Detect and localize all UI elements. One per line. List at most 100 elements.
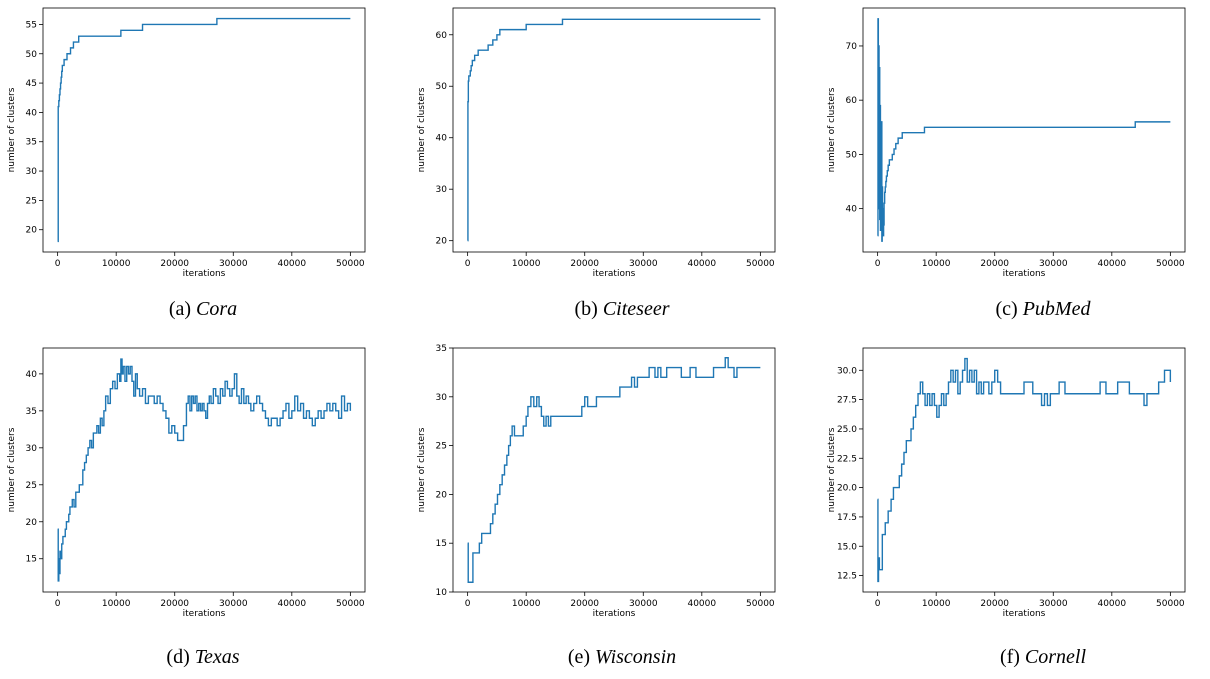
y-tick-label: 60 <box>846 96 858 106</box>
y-tick-label: 30 <box>26 167 38 177</box>
caption-label: (b) <box>574 298 598 320</box>
series-line <box>877 18 1171 242</box>
x-tick-label: 10000 <box>512 259 541 269</box>
x-tick-label: 50000 <box>336 599 365 609</box>
x-tick-label: 20000 <box>160 259 189 269</box>
caption-name: Cornell <box>1024 646 1087 668</box>
series-line <box>467 357 761 583</box>
y-tick-label: 55 <box>26 20 37 30</box>
x-tick-label: 0 <box>55 259 61 269</box>
x-axis-label: iterations <box>1003 609 1046 619</box>
y-tick-label: 50 <box>846 150 858 160</box>
caption-label: (a) <box>168 298 192 320</box>
panel-cora: 0 10000 20000 30000 40000 50000 20 25 30 35 40 45 50… <box>0 0 390 300</box>
y-tick-label: 20.0 <box>837 484 857 494</box>
x-tick-label: 40000 <box>687 259 716 269</box>
panel-cornell: 0 10000 20000 30000 40000 50000 12.5 15.0 17.5 20… <box>820 340 1210 640</box>
series-line <box>57 358 352 582</box>
y-tick-label: 27.5 <box>837 396 857 406</box>
x-tick-label: 30000 <box>219 599 248 609</box>
y-tick-label: 15 <box>436 539 447 549</box>
y-tick-label: 12.5 <box>837 572 857 582</box>
plot-frame <box>42 347 366 593</box>
plot-frame <box>452 347 776 593</box>
panel-pubmed: 0 10000 20000 30000 40000 50000 40 50 60 70 iterat… <box>820 0 1210 300</box>
x-tick-label: 50000 <box>746 599 775 609</box>
y-axis-label: number of clusters <box>7 87 17 172</box>
caption-cornell: (f) Cornell <box>843 646 1210 669</box>
x-tick-label: 20000 <box>160 599 189 609</box>
x-tick-label: 30000 <box>219 259 248 269</box>
x-tick-label: 40000 <box>1097 259 1126 269</box>
x-tick-label: 0 <box>55 599 61 609</box>
caption-name: Cora <box>196 298 238 320</box>
x-axis-label: iterations <box>593 609 636 619</box>
x-tick-label: 40000 <box>687 599 716 609</box>
x-tick-label: 50000 <box>1156 599 1185 609</box>
chart-cora: 0 10000 20000 30000 40000 50000 20 25 30 35 40 45 50… <box>7 7 366 279</box>
y-tick-label: 25.0 <box>837 425 857 435</box>
chart-texas: 0 10000 20000 30000 40000 50000 15 20 25 30 35 40 it… <box>7 347 366 619</box>
plot-frame <box>862 7 1186 253</box>
y-tick-label: 22.5 <box>837 454 857 464</box>
panel-citeseer: 0 10000 20000 30000 40000 50000 20 30 40 50 60 iter… <box>410 0 800 300</box>
x-tick-label: 50000 <box>746 259 775 269</box>
caption-wisconsin: (e) Wisconsin <box>422 646 822 669</box>
x-tick-label: 20000 <box>980 259 1009 269</box>
y-tick-label: 30 <box>436 393 448 403</box>
caption-name: Wisconsin <box>595 646 677 668</box>
plot-frame <box>452 7 776 253</box>
caption-label: (c) <box>995 298 1018 320</box>
caption-label: (e) <box>567 646 591 668</box>
x-tick-label: 40000 <box>277 599 306 609</box>
y-tick-label: 45 <box>26 79 37 89</box>
y-tick-label: 40 <box>846 205 858 215</box>
panel-texas: 0 10000 20000 30000 40000 50000 15 20 25 30 35 40 it… <box>0 340 390 640</box>
y-tick-label: 30 <box>436 185 448 195</box>
x-tick-label: 20000 <box>570 259 599 269</box>
x-tick-label: 50000 <box>336 259 365 269</box>
y-axis-label: number of clusters <box>7 427 17 512</box>
y-tick-label: 20 <box>436 237 448 247</box>
plot-frame <box>42 7 366 253</box>
x-tick-label: 30000 <box>629 259 658 269</box>
y-tick-label: 15 <box>26 555 37 565</box>
y-axis-label: number of clusters <box>417 427 427 512</box>
y-tick-label: 10 <box>436 588 448 598</box>
y-tick-label: 17.5 <box>837 513 857 523</box>
caption-cora: (a) Cora <box>3 298 403 321</box>
y-tick-label: 25 <box>436 442 447 452</box>
x-tick-label: 10000 <box>922 259 951 269</box>
x-tick-label: 30000 <box>1039 259 1068 269</box>
y-tick-label: 25 <box>26 196 37 206</box>
chart-citeseer: 0 10000 20000 30000 40000 50000 20 30 40 50 60 iter… <box>417 7 776 279</box>
y-tick-label: 40 <box>26 370 38 380</box>
x-axis-label: iterations <box>1003 269 1046 279</box>
x-tick-label: 10000 <box>922 599 951 609</box>
x-tick-label: 20000 <box>570 599 599 609</box>
y-axis-label: number of clusters <box>827 427 837 512</box>
y-tick-label: 60 <box>436 31 448 41</box>
caption-citeseer: (b) Citeseer <box>422 298 822 321</box>
chart-pubmed: 0 10000 20000 30000 40000 50000 40 50 60 70 iterat… <box>827 7 1186 279</box>
x-tick-label: 40000 <box>277 259 306 269</box>
caption-name: Texas <box>194 646 240 668</box>
caption-name: Citeseer <box>602 298 670 320</box>
x-tick-label: 10000 <box>512 599 541 609</box>
y-axis-label: number of clusters <box>417 87 427 172</box>
x-tick-label: 30000 <box>629 599 658 609</box>
caption-label: (f) <box>999 646 1020 668</box>
x-tick-label: 0 <box>875 599 881 609</box>
x-tick-label: 0 <box>875 259 881 269</box>
x-axis-label: iterations <box>183 269 226 279</box>
y-tick-label: 35 <box>26 407 37 417</box>
y-tick-label: 35 <box>436 344 447 354</box>
x-tick-label: 40000 <box>1097 599 1126 609</box>
series-line <box>877 357 1172 583</box>
y-tick-label: 20 <box>26 226 38 236</box>
y-tick-label: 15.0 <box>837 542 857 552</box>
chart-cornell: 0 10000 20000 30000 40000 50000 12.5 15.0 17.5 20… <box>827 347 1186 619</box>
x-tick-label: 0 <box>465 259 471 269</box>
x-tick-label: 10000 <box>102 259 131 269</box>
